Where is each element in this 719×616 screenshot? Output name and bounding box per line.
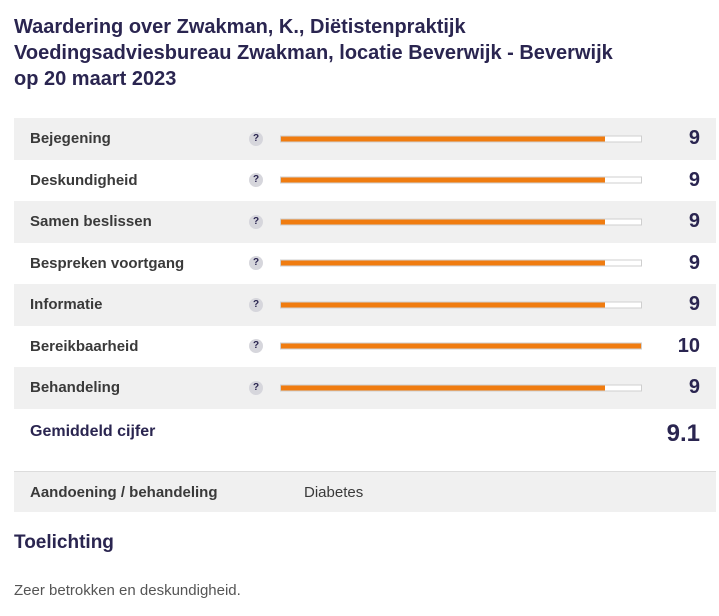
rating-row-behandeling: Behandeling ? 9 bbox=[14, 367, 716, 409]
rating-label: Bejegening bbox=[30, 130, 111, 148]
rating-score: 9 bbox=[688, 376, 700, 399]
rating-label: Deskundigheid bbox=[30, 171, 138, 189]
rating-bar-fill bbox=[281, 302, 605, 308]
rating-row-bejegening: Bejegening ? 9 bbox=[14, 118, 716, 160]
rating-label: Behandeling bbox=[30, 379, 121, 397]
rating-bar bbox=[280, 342, 642, 350]
toelichting-text: Zeer betrokken en deskundigheid. bbox=[14, 582, 241, 599]
rating-label: Bereikbaarheid bbox=[30, 337, 139, 355]
help-icon[interactable]: ? bbox=[249, 339, 263, 354]
rating-score: 9 bbox=[688, 251, 700, 274]
help-icon[interactable]: ? bbox=[249, 131, 263, 146]
condition-value: Diabetes bbox=[304, 484, 364, 501]
rating-bar bbox=[280, 135, 642, 143]
rating-score: 10 bbox=[677, 334, 700, 357]
rating-score: 9 bbox=[688, 210, 700, 233]
title-line-2: Voedingsadviesbureau Zwakman, locatie Be… bbox=[14, 42, 613, 64]
average-row: Gemiddeld cijfer 9.1 bbox=[14, 410, 716, 456]
ratings-list: Bejegening ? 9 Deskundigheid ? 9 Samen b… bbox=[14, 118, 716, 409]
toelichting-heading: Toelichting bbox=[14, 532, 114, 553]
rating-score: 9 bbox=[688, 293, 700, 316]
average-label: Gemiddeld cijfer bbox=[30, 423, 156, 440]
help-icon[interactable]: ? bbox=[249, 256, 263, 271]
rating-bar bbox=[280, 218, 642, 226]
title-line-3: op 20 maart 2023 bbox=[14, 68, 177, 90]
condition-row: Aandoening / behandeling Diabetes bbox=[14, 471, 716, 512]
rating-label: Samen beslissen bbox=[30, 213, 152, 231]
rating-bar bbox=[280, 384, 642, 392]
rating-label: Informatie bbox=[30, 296, 103, 314]
rating-score: 9 bbox=[688, 127, 700, 150]
page-title: Waardering over Zwakman, K., Diëtistenpr… bbox=[14, 14, 714, 92]
help-icon[interactable]: ? bbox=[249, 214, 263, 229]
rating-bar-fill bbox=[281, 136, 605, 142]
rating-bar-fill bbox=[281, 260, 605, 266]
rating-bar-fill bbox=[281, 219, 605, 225]
rating-bar bbox=[280, 301, 642, 309]
rating-bar bbox=[280, 259, 642, 267]
rating-bar-fill bbox=[281, 177, 605, 183]
rating-score: 9 bbox=[688, 168, 700, 191]
rating-row-samen-beslissen: Samen beslissen ? 9 bbox=[14, 201, 716, 243]
rating-bar bbox=[280, 176, 642, 184]
rating-bar-fill bbox=[281, 343, 641, 349]
rating-bar-fill bbox=[281, 385, 605, 391]
average-value: 9.1 bbox=[666, 420, 700, 447]
rating-row-informatie: Informatie ? 9 bbox=[14, 284, 716, 326]
condition-label: Aandoening / behandeling bbox=[30, 484, 218, 501]
rating-label: Bespreken voortgang bbox=[30, 254, 185, 272]
help-icon[interactable]: ? bbox=[249, 297, 263, 312]
rating-row-bespreken-voortgang: Bespreken voortgang ? 9 bbox=[14, 243, 716, 285]
help-icon[interactable]: ? bbox=[249, 380, 263, 395]
rating-row-deskundigheid: Deskundigheid ? 9 bbox=[14, 160, 716, 202]
help-icon[interactable]: ? bbox=[249, 173, 263, 188]
rating-row-bereikbaarheid: Bereikbaarheid ? 10 bbox=[14, 326, 716, 368]
title-line-1: Waardering over Zwakman, K., Diëtistenpr… bbox=[14, 16, 466, 38]
